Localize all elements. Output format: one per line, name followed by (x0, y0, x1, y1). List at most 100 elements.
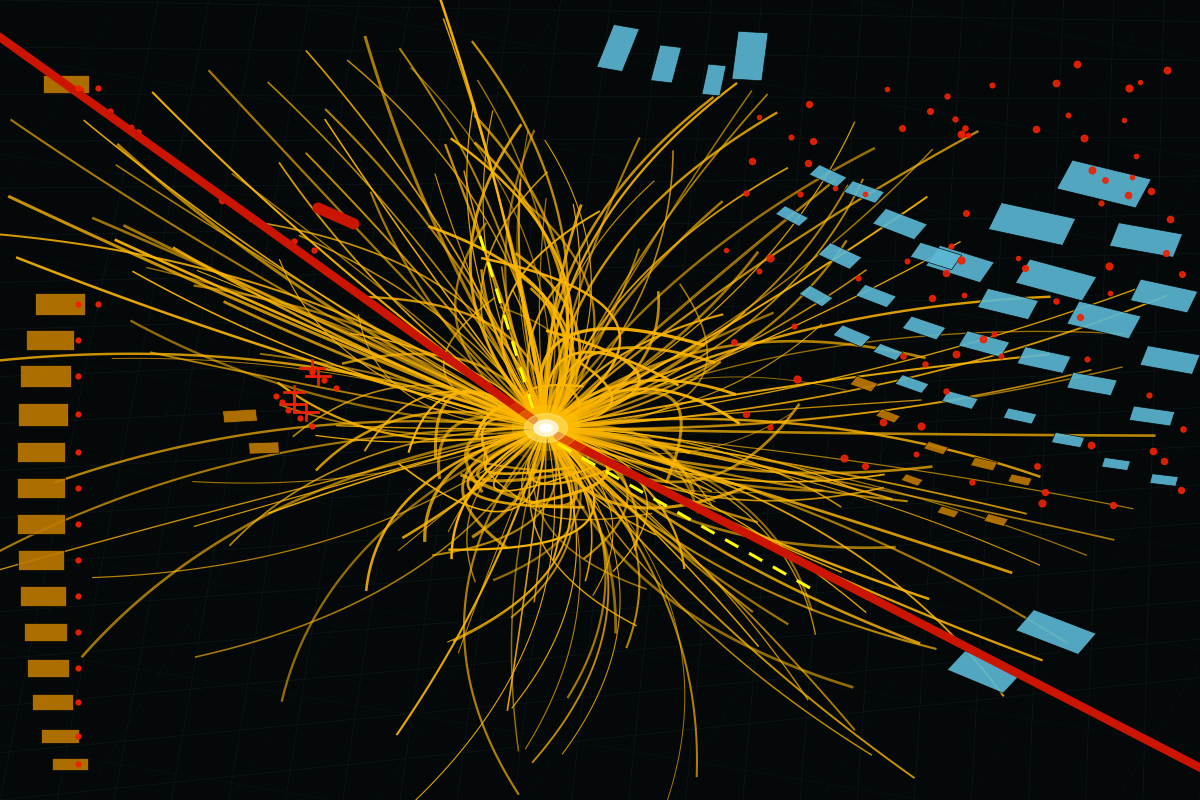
Point (1157, 246, 1176, 259)
Point (70, 83, 89, 96)
Point (804, 134, 823, 147)
Point (937, 90, 956, 102)
Polygon shape (937, 506, 959, 518)
Polygon shape (872, 208, 928, 240)
Point (737, 186, 756, 199)
Point (266, 390, 286, 402)
Point (68, 590, 88, 602)
Polygon shape (775, 206, 809, 226)
Polygon shape (1130, 279, 1198, 313)
Polygon shape (1015, 259, 1097, 301)
Polygon shape (959, 331, 1009, 357)
Point (955, 122, 974, 134)
Point (937, 385, 956, 398)
Point (749, 110, 768, 123)
Point (314, 374, 334, 386)
Point (912, 420, 931, 433)
Point (68, 408, 88, 421)
Point (1082, 163, 1102, 176)
Point (68, 370, 88, 382)
Point (68, 662, 88, 674)
Polygon shape (1067, 301, 1141, 339)
Point (799, 97, 818, 110)
Point (1103, 498, 1122, 511)
Point (1126, 150, 1145, 163)
Polygon shape (818, 242, 862, 270)
Point (952, 254, 971, 266)
Polygon shape (18, 403, 68, 426)
Point (68, 298, 88, 310)
Point (68, 758, 88, 770)
Polygon shape (902, 316, 946, 340)
Point (1068, 58, 1087, 70)
Polygon shape (971, 457, 997, 471)
Polygon shape (978, 289, 1038, 319)
Point (920, 105, 940, 118)
Polygon shape (850, 376, 878, 392)
Point (787, 373, 806, 386)
Point (1096, 174, 1115, 186)
Point (749, 265, 768, 278)
Polygon shape (1067, 372, 1117, 396)
Circle shape (540, 424, 552, 432)
Point (284, 234, 304, 247)
Point (760, 420, 779, 433)
Circle shape (512, 406, 580, 450)
Point (212, 194, 232, 207)
Point (985, 327, 1004, 340)
Polygon shape (925, 246, 995, 282)
Polygon shape (35, 293, 85, 315)
Point (68, 82, 88, 94)
Point (272, 395, 292, 408)
Point (1070, 310, 1090, 323)
Point (1139, 389, 1158, 402)
Point (1160, 213, 1180, 226)
Polygon shape (20, 365, 71, 387)
Polygon shape (32, 694, 73, 710)
Polygon shape (43, 75, 89, 93)
Point (68, 626, 88, 638)
Polygon shape (702, 64, 726, 96)
Point (290, 411, 310, 424)
Point (1074, 131, 1093, 144)
Point (791, 188, 810, 201)
Point (959, 129, 978, 142)
Point (1032, 497, 1051, 510)
Point (941, 240, 960, 253)
Point (1058, 109, 1078, 122)
Polygon shape (1129, 406, 1175, 426)
Polygon shape (911, 242, 961, 270)
Polygon shape (24, 623, 67, 641)
Point (1046, 294, 1066, 307)
Polygon shape (872, 343, 904, 361)
Point (1142, 185, 1162, 198)
Point (906, 448, 925, 461)
Polygon shape (1051, 432, 1085, 448)
Polygon shape (596, 25, 640, 71)
Polygon shape (248, 442, 280, 454)
Point (1171, 484, 1190, 497)
Polygon shape (26, 330, 74, 350)
Point (784, 320, 803, 333)
Point (947, 347, 966, 360)
Point (1118, 189, 1138, 202)
Polygon shape (222, 409, 258, 423)
Polygon shape (1102, 458, 1130, 470)
Polygon shape (844, 181, 884, 203)
Point (936, 267, 955, 280)
Polygon shape (17, 442, 65, 462)
Point (923, 291, 942, 304)
Point (1120, 82, 1139, 95)
Polygon shape (17, 478, 65, 498)
Polygon shape (1008, 474, 1032, 486)
Point (742, 154, 761, 167)
Point (1144, 445, 1163, 458)
Point (856, 187, 875, 200)
Polygon shape (895, 374, 929, 394)
Point (973, 333, 992, 346)
Point (1172, 267, 1192, 280)
Point (1036, 485, 1055, 498)
Point (101, 104, 120, 117)
Polygon shape (20, 586, 66, 606)
Circle shape (534, 420, 558, 436)
